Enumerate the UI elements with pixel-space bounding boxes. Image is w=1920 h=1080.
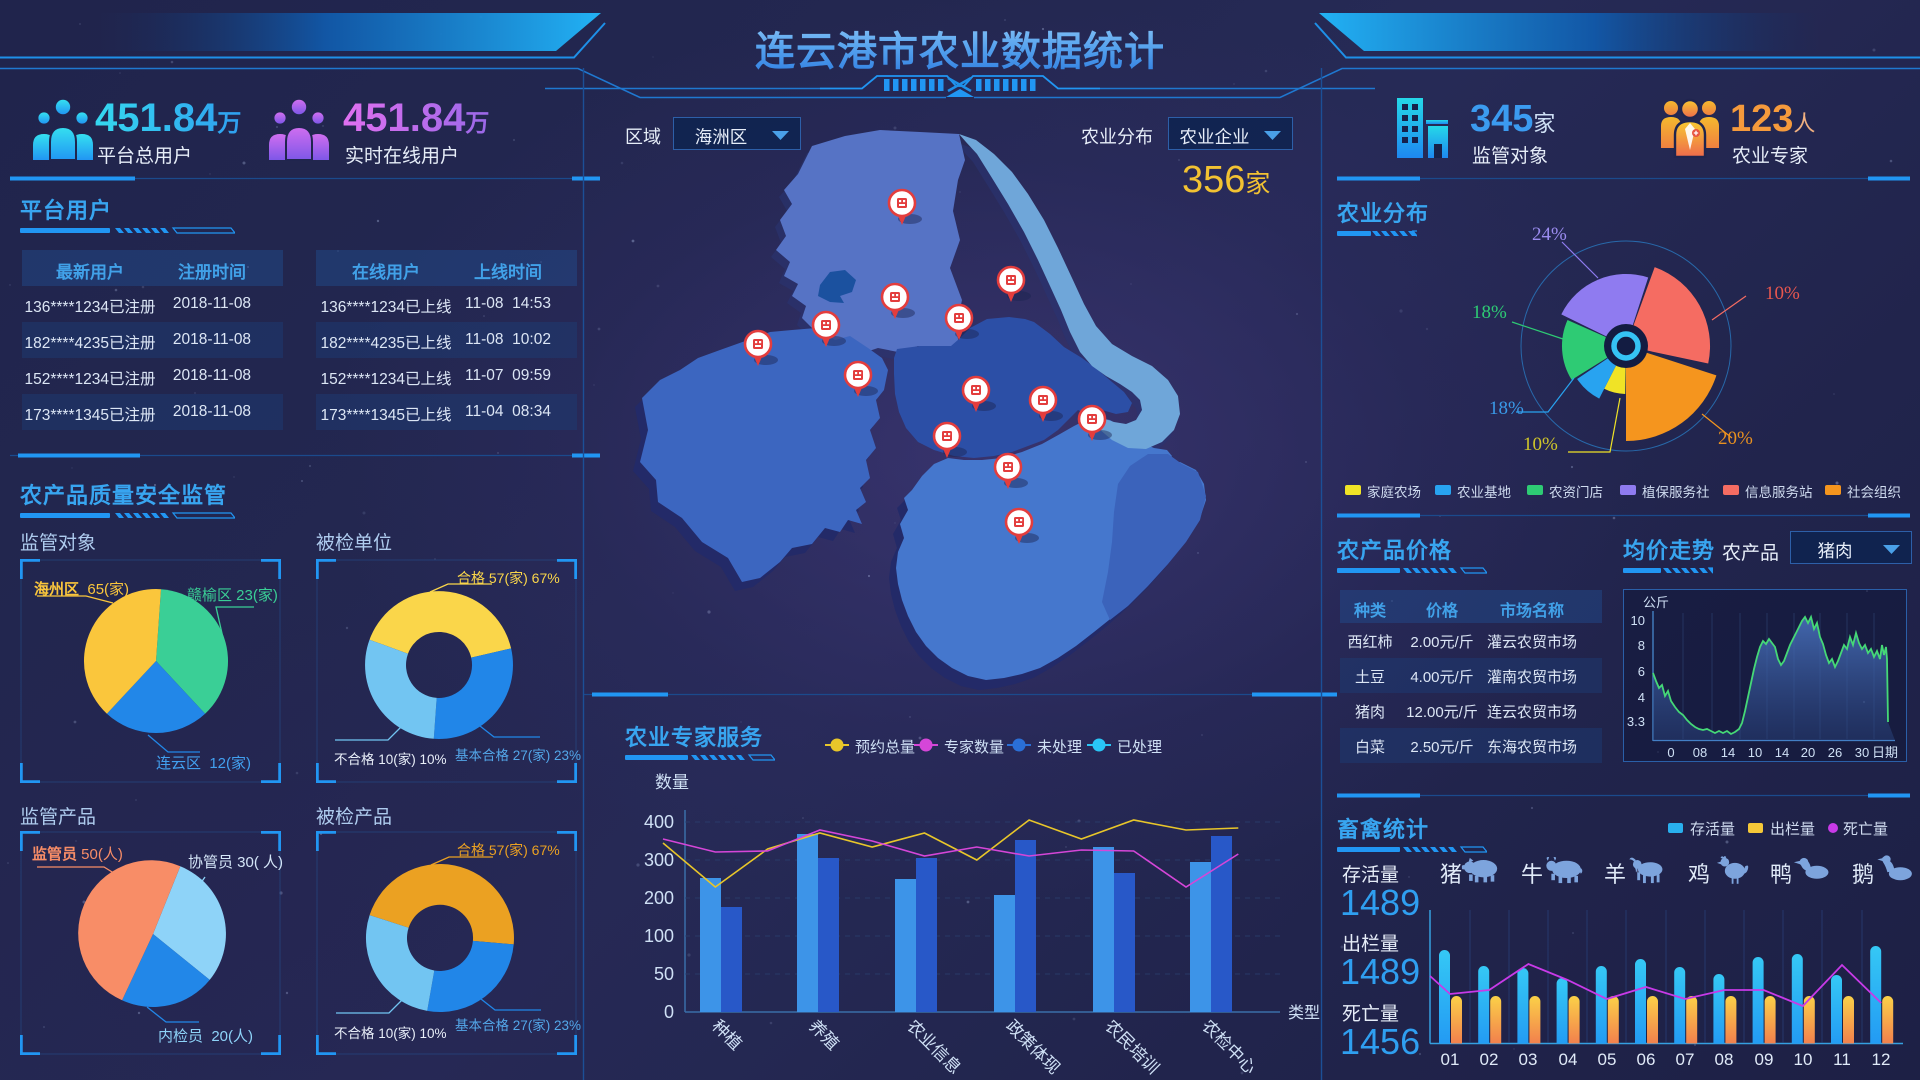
svg-text:种植: 种植: [708, 1016, 745, 1053]
svg-text:11: 11: [1833, 1050, 1851, 1069]
svg-text:100: 100: [644, 926, 674, 946]
svg-text:05: 05: [1598, 1050, 1617, 1069]
svg-text:养殖: 养殖: [805, 1016, 842, 1053]
svg-text:10: 10: [1748, 745, 1762, 760]
svg-text:14: 14: [1775, 745, 1789, 760]
svg-text:14: 14: [1721, 745, 1735, 760]
svg-text:农民培训: 农民培训: [1101, 1016, 1163, 1078]
svg-text:300: 300: [644, 850, 674, 870]
svg-text:200: 200: [644, 888, 674, 908]
svg-text:农检中心: 农检中心: [1198, 1016, 1260, 1078]
svg-text:07: 07: [1676, 1050, 1695, 1069]
svg-text:04: 04: [1559, 1050, 1578, 1069]
svg-text:12: 12: [1872, 1050, 1891, 1069]
svg-text:0: 0: [1667, 745, 1674, 760]
svg-text:400: 400: [644, 812, 674, 832]
svg-text:30: 30: [1855, 745, 1869, 760]
svg-text:农业信息: 农业信息: [903, 1016, 965, 1078]
svg-text:政策体现: 政策体现: [1002, 1016, 1064, 1078]
svg-text:01: 01: [1441, 1050, 1460, 1069]
svg-text:08: 08: [1715, 1050, 1734, 1069]
svg-text:4: 4: [1638, 690, 1645, 705]
svg-text:50: 50: [654, 964, 674, 984]
svg-text:数量: 数量: [655, 773, 689, 792]
svg-text:08: 08: [1693, 745, 1707, 760]
svg-text:日期: 日期: [1872, 745, 1898, 760]
svg-text:3.3: 3.3: [1627, 714, 1645, 729]
svg-text:09: 09: [1755, 1050, 1774, 1069]
svg-text:公斤: 公斤: [1643, 595, 1669, 610]
svg-text:20: 20: [1801, 745, 1815, 760]
svg-text:10: 10: [1631, 613, 1645, 628]
svg-text:10: 10: [1794, 1050, 1813, 1069]
svg-text:06: 06: [1637, 1050, 1656, 1069]
svg-text:8: 8: [1638, 638, 1645, 653]
svg-text:类型: 类型: [1288, 1004, 1320, 1022]
svg-text:03: 03: [1519, 1050, 1538, 1069]
svg-text:0: 0: [664, 1002, 674, 1022]
svg-text:02: 02: [1480, 1050, 1499, 1069]
svg-text:6: 6: [1638, 664, 1645, 679]
svg-text:26: 26: [1828, 745, 1842, 760]
